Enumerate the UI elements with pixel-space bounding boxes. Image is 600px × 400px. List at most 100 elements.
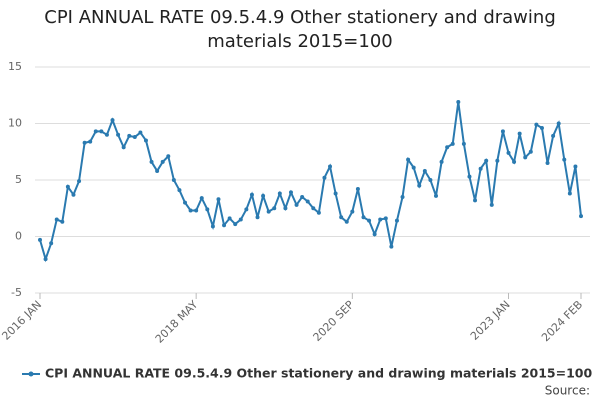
data-point — [333, 191, 338, 196]
data-point — [539, 126, 544, 131]
data-point — [238, 217, 243, 222]
data-point — [261, 193, 266, 198]
data-point — [411, 165, 416, 170]
data-point — [272, 206, 277, 211]
data-point — [205, 207, 210, 212]
data-point — [210, 224, 215, 229]
data-point — [110, 118, 115, 123]
data-point — [216, 197, 221, 202]
y-tick-label: -5 — [11, 286, 22, 299]
data-point — [288, 190, 293, 195]
data-point — [389, 244, 394, 249]
series-line — [39, 101, 582, 263]
data-point — [579, 214, 583, 219]
data-point — [244, 207, 249, 212]
data-point — [551, 133, 556, 138]
data-point — [433, 193, 438, 198]
data-point — [283, 206, 288, 211]
y-tick-label: 0 — [15, 230, 22, 243]
data-point — [160, 159, 165, 164]
data-point — [344, 219, 349, 224]
data-point — [339, 215, 344, 220]
chart-title: CPI ANNUAL RATE 09.5.4.9 Other stationer… — [44, 7, 556, 52]
data-point — [316, 210, 321, 215]
data-point — [422, 168, 427, 173]
y-tick-label: 10 — [8, 117, 22, 130]
legend-label: CPI ANNUAL RATE 09.5.4.9 Other stationer… — [45, 366, 593, 381]
data-point — [517, 131, 522, 136]
data-point — [523, 155, 528, 160]
data-point — [383, 216, 388, 221]
data-point — [77, 179, 82, 184]
data-point — [495, 158, 500, 163]
data-point — [322, 175, 327, 180]
legend-marker — [28, 371, 34, 377]
data-point — [439, 159, 444, 164]
data-point — [277, 191, 282, 196]
data-point — [512, 159, 517, 164]
data-point — [406, 157, 411, 162]
data-point — [428, 178, 433, 182]
data-point — [461, 141, 466, 146]
data-point — [60, 219, 65, 224]
data-point — [166, 154, 171, 159]
data-point — [328, 164, 333, 169]
data-point — [311, 206, 316, 211]
data-point — [116, 132, 121, 137]
data-point — [534, 122, 539, 127]
data-point — [93, 129, 98, 134]
data-point — [528, 149, 533, 154]
y-tick-label: 5 — [15, 173, 22, 186]
data-point — [65, 184, 70, 189]
data-point — [171, 178, 176, 182]
data-point — [138, 130, 143, 135]
data-point — [355, 187, 360, 192]
data-point — [222, 223, 227, 228]
data-point — [378, 217, 383, 222]
x-tick-label: 2024 FEB — [539, 298, 585, 344]
data-point — [149, 159, 154, 164]
data-point — [350, 209, 355, 214]
data-point — [127, 133, 132, 138]
data-point — [177, 188, 182, 193]
data-point — [473, 198, 478, 203]
data-point — [88, 139, 93, 144]
data-point — [82, 140, 87, 145]
data-point — [573, 164, 578, 169]
data-point — [489, 202, 494, 207]
data-point — [372, 232, 377, 237]
data-point — [567, 191, 572, 196]
data-point — [478, 166, 483, 171]
data-point — [361, 215, 366, 220]
x-tick-label: 2016 JAN — [0, 298, 44, 343]
data-point — [227, 216, 232, 221]
data-point — [484, 158, 489, 163]
data-point — [562, 157, 567, 162]
data-point — [49, 241, 54, 246]
data-point — [71, 192, 76, 197]
data-point — [38, 237, 42, 242]
data-point — [445, 145, 450, 150]
data-point — [506, 150, 511, 155]
data-point — [233, 222, 238, 227]
x-tick-label: 2018 MAY — [153, 298, 201, 346]
data-point — [104, 132, 109, 137]
data-point — [556, 121, 561, 126]
data-point — [300, 194, 305, 199]
data-point — [400, 194, 405, 199]
data-point — [456, 100, 461, 105]
data-point — [188, 208, 193, 213]
x-tick-label: 2020 SEP — [311, 298, 357, 344]
data-point — [43, 257, 48, 262]
data-point — [121, 145, 126, 150]
data-point — [132, 135, 137, 140]
y-tick-label: 15 — [8, 60, 22, 73]
data-point — [249, 192, 254, 197]
data-point — [500, 129, 505, 134]
data-point — [545, 161, 550, 166]
x-tick-label: 2023 JAN — [468, 298, 513, 343]
data-point — [155, 168, 160, 173]
data-point — [294, 202, 299, 207]
source: Source: — [545, 384, 590, 398]
